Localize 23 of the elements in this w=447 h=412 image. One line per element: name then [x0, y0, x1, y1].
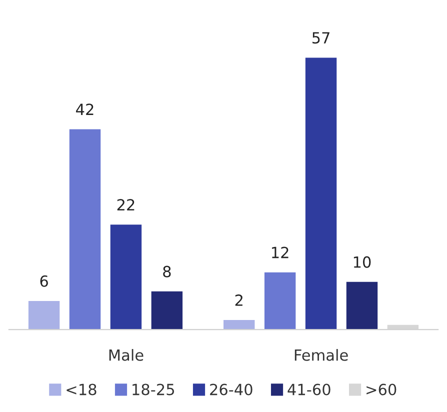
data-label: 2: [235, 294, 242, 306]
legend-label: 41-60: [288, 384, 330, 396]
bar: [110, 224, 142, 330]
data-label: 57: [312, 32, 330, 44]
legend-label: <18: [66, 384, 96, 396]
bar: [151, 291, 183, 330]
data-label: 6: [40, 275, 48, 287]
bar: [28, 300, 60, 330]
legend-label: 26-40: [210, 384, 252, 396]
bar: [224, 320, 255, 330]
data-label: 22: [117, 199, 134, 210]
x-tick-label: Male: [109, 349, 144, 361]
bar: [346, 282, 378, 330]
bar: [69, 129, 101, 330]
legend-label: 18-25: [132, 384, 174, 396]
data-label: 8: [163, 266, 171, 278]
bar: [264, 272, 296, 330]
x-tick-label: Female: [294, 349, 348, 361]
legend-label: >60: [366, 384, 396, 396]
data-label: 10: [354, 256, 371, 268]
data-label: 12: [272, 246, 288, 258]
bar: [305, 58, 337, 330]
data-label: 42: [76, 104, 94, 115]
